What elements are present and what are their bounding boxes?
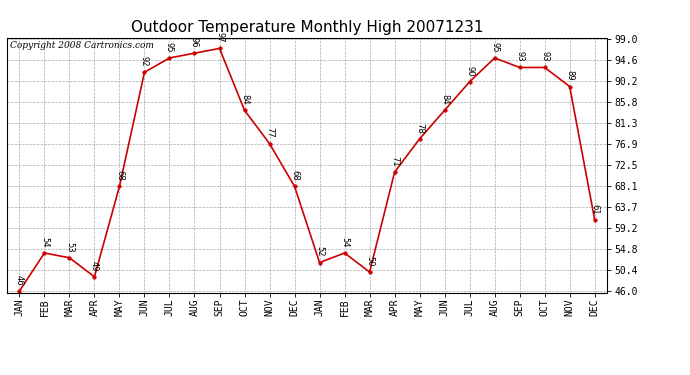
Text: 77: 77: [265, 127, 274, 138]
Text: 92: 92: [140, 56, 149, 67]
Text: 54: 54: [340, 237, 349, 248]
Text: 50: 50: [365, 256, 374, 267]
Text: 89: 89: [565, 70, 574, 81]
Text: 93: 93: [515, 51, 524, 62]
Text: 71: 71: [390, 156, 399, 166]
Text: 78: 78: [415, 123, 424, 133]
Text: 97: 97: [215, 32, 224, 43]
Text: 54: 54: [40, 237, 49, 248]
Title: Outdoor Temperature Monthly High 20071231: Outdoor Temperature Monthly High 2007123…: [131, 20, 483, 35]
Text: 46: 46: [15, 275, 24, 285]
Text: 95: 95: [490, 42, 499, 52]
Text: 53: 53: [65, 242, 74, 252]
Text: 49: 49: [90, 261, 99, 271]
Text: 93: 93: [540, 51, 549, 62]
Text: Copyright 2008 Cartronics.com: Copyright 2008 Cartronics.com: [10, 41, 154, 50]
Text: 90: 90: [465, 66, 474, 76]
Text: 68: 68: [115, 170, 124, 181]
Text: 84: 84: [240, 94, 249, 105]
Text: 61: 61: [590, 204, 599, 214]
Text: 84: 84: [440, 94, 449, 105]
Text: 68: 68: [290, 170, 299, 181]
Text: 96: 96: [190, 37, 199, 48]
Text: 52: 52: [315, 246, 324, 257]
Text: 95: 95: [165, 42, 174, 52]
